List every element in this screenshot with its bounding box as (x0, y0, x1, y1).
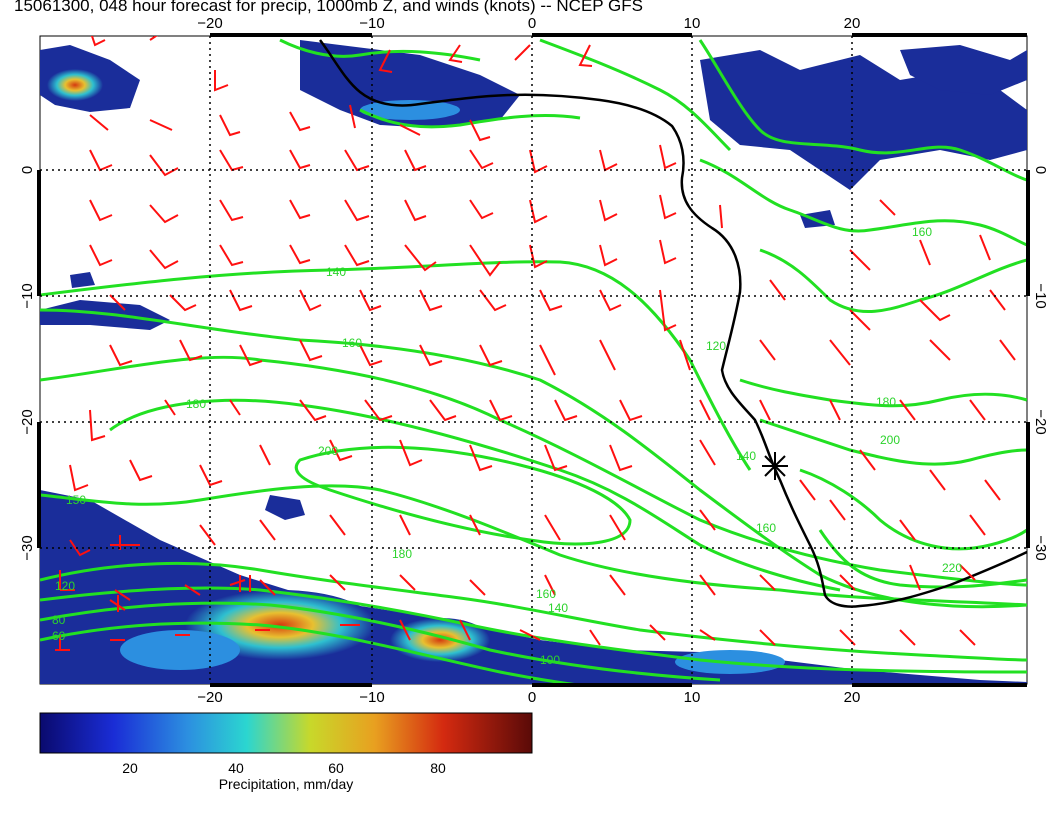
colorbar-gradient (39, 712, 533, 754)
contour-label: 200 (318, 444, 338, 458)
contour-label: 100 (540, 653, 560, 667)
top-axis-labels: −20 −10 0 10 20 (197, 15, 860, 32)
contour-label: 180 (876, 395, 896, 409)
star-marker (762, 452, 788, 480)
colorbar-tick: 80 (430, 760, 446, 776)
y-tick-label: 0 (1032, 166, 1049, 174)
contour-label: 220 (942, 561, 962, 575)
frame-scale-bars (37, 33, 1030, 687)
contour-label: 140 (326, 265, 346, 279)
y-tick-label: −20 (19, 409, 36, 434)
coastline (318, 39, 1027, 608)
contour-label: 160 (912, 225, 932, 239)
x-tick-label: −10 (359, 689, 384, 706)
contour-label: 200 (880, 433, 900, 447)
x-tick-label: 10 (684, 15, 701, 32)
colorbar-tick: 40 (228, 760, 244, 776)
x-tick-label: 0 (528, 689, 536, 706)
y-tick-label: −20 (1032, 409, 1049, 434)
colorbar-tick: 60 (328, 760, 344, 776)
contour-label: 140 (548, 601, 568, 615)
y-tick-label: −10 (19, 283, 36, 308)
contour-labels: 140 160 180 200 120 100 80 60 140 160 18… (52, 225, 962, 667)
x-tick-label: 20 (844, 15, 861, 32)
contour-label: 60 (52, 629, 66, 643)
geopotential-contours (40, 38, 1027, 684)
contour-label: 160 (756, 521, 776, 535)
plot-title: 15061300, 048 hour forecast for precip, … (14, 0, 643, 15)
contour-label: 140 (736, 449, 756, 463)
bottom-axis-labels: −20 −10 0 10 20 (197, 689, 860, 706)
contour-label: 80 (52, 613, 66, 627)
y-tick-label: −30 (19, 535, 36, 560)
x-tick-label: −20 (197, 15, 222, 32)
right-axis-labels: 0 −10 −20 −30 (1032, 166, 1049, 561)
colorbar-label: Precipitation, mm/day (219, 776, 354, 792)
x-tick-label: 20 (844, 689, 861, 706)
x-tick-label: −20 (197, 689, 222, 706)
contour-label: 180 (186, 397, 206, 411)
contour-label: 160 (536, 587, 556, 601)
colorbar-tick: 20 (122, 760, 138, 776)
contour-label: 180 (392, 547, 412, 561)
precip-colorbar: 20 40 60 80 Precipitation, mm/day (39, 712, 533, 792)
contour-label: 120 (706, 339, 726, 353)
left-axis-labels: 0 −10 −20 −30 (19, 166, 36, 561)
y-tick-label: 0 (19, 166, 36, 174)
x-tick-label: −10 (359, 15, 384, 32)
wind-barbs (55, 36, 1016, 651)
x-tick-label: 0 (528, 15, 536, 32)
y-tick-label: −30 (1032, 535, 1049, 560)
x-tick-label: 10 (684, 689, 701, 706)
contour-label: 150 (66, 493, 86, 507)
y-tick-label: −10 (1032, 283, 1049, 308)
precipitation-field (40, 40, 1027, 684)
contour-label: 160 (342, 336, 362, 350)
lat-lon-grid (40, 36, 1027, 684)
contour-label: 120 (55, 579, 75, 593)
